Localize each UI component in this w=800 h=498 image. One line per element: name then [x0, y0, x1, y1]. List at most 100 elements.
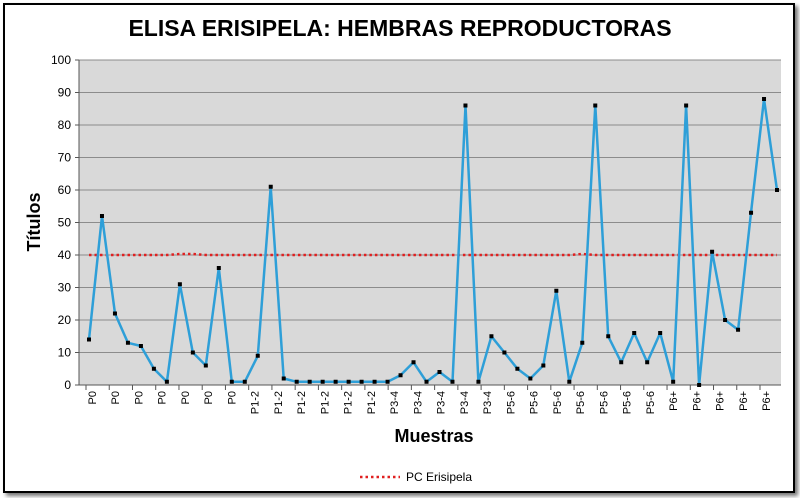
x-tick-label: P1-2: [319, 391, 331, 414]
data-point: [151, 366, 156, 371]
gridlines: [79, 59, 781, 386]
data-point: [372, 379, 377, 384]
data-point: [320, 379, 325, 384]
series-group: [87, 97, 779, 387]
x-tick-label: P0: [157, 391, 169, 404]
y-tick-label: 90: [58, 86, 72, 100]
y-tick-label: 100: [51, 53, 71, 67]
data-point: [515, 366, 520, 371]
data-point: [450, 379, 455, 384]
y-tick-label: 10: [58, 346, 72, 360]
data-point: [437, 370, 442, 374]
data-point: [736, 327, 741, 332]
x-tick-label: P5-6: [529, 391, 541, 414]
data-point: [164, 379, 169, 384]
y-tick-label: 50: [58, 216, 72, 230]
y-tick-label: 80: [58, 118, 72, 132]
y-axis-ticks: 0 10 20 30 40 50 60 70 80 90 100: [51, 53, 781, 392]
data-point: [502, 350, 507, 355]
x-tick-label: P3-4: [459, 391, 471, 414]
legend-label-pc-erisipela: PC Erisipela: [406, 470, 472, 484]
data-point: [762, 97, 767, 101]
series-line-pc-erisipela: [89, 252, 777, 257]
data-point: [112, 311, 117, 316]
x-tick-label: P0: [203, 391, 215, 404]
data-point: [281, 376, 286, 381]
data-point: [229, 379, 234, 384]
x-tick-label: P6+: [691, 391, 703, 411]
data-point: [541, 363, 546, 368]
x-axis-ticks: P0 P0 P0 P0 P0 P0 P0 P1-2 P1-2 P1-2 P1-2 P1-2 P1-2 P3…: [85, 385, 773, 414]
x-tick-label: P3-4: [436, 391, 448, 414]
data-point: [580, 340, 585, 345]
data-point: [684, 103, 689, 108]
data-point: [476, 379, 481, 384]
data-point: [307, 379, 312, 384]
data-point: [645, 360, 650, 365]
y-axis-title: Títulos: [24, 193, 44, 252]
data-point: [463, 103, 468, 108]
data-point: [424, 379, 429, 384]
x-tick-label: P0: [133, 391, 145, 404]
x-tick-label: P3-4: [482, 391, 494, 414]
series-line-titulos: [87, 97, 779, 387]
x-tick-label: P3-4: [389, 391, 401, 414]
data-point: [385, 379, 390, 384]
data-point: [723, 318, 728, 322]
x-tick-label: P1-2: [296, 391, 308, 414]
x-tick-label: P6+: [668, 391, 680, 411]
y-tick-label: 40: [58, 248, 72, 262]
data-point: [658, 331, 663, 335]
data-point: [749, 210, 754, 215]
data-point: [242, 379, 247, 384]
data-point: [671, 379, 676, 384]
data-point: [632, 331, 637, 335]
data-point: [411, 360, 416, 365]
data-point: [190, 350, 195, 355]
x-tick-label: P0: [180, 391, 192, 404]
data-point: [528, 376, 533, 381]
data-point: [125, 340, 130, 345]
data-point: [294, 379, 299, 384]
x-tick-label: P1-2: [273, 391, 285, 414]
data-point: [398, 373, 403, 378]
data-point: [359, 379, 364, 384]
data-point: [255, 353, 260, 358]
legend: PC Erisipela: [360, 470, 472, 484]
x-tick-label: P5-6: [598, 391, 610, 414]
x-tick-label: P1-2: [250, 391, 262, 414]
data-point: [87, 337, 91, 342]
data-point: [268, 184, 273, 189]
x-tick-label: P5-6: [622, 391, 634, 414]
x-tick-label: P0: [87, 391, 99, 404]
data-point: [333, 379, 338, 384]
y-tick-label: 20: [58, 313, 72, 327]
data-point: [619, 360, 624, 365]
x-tick-label: P6+: [761, 391, 773, 411]
data-point: [138, 344, 143, 348]
x-tick-label: P5-6: [505, 391, 517, 414]
x-tick-label: P1-2: [366, 391, 378, 414]
x-tick-label: P0: [110, 391, 122, 404]
data-point: [775, 188, 779, 192]
data-point: [567, 379, 572, 384]
x-tick-label: P5-6: [575, 391, 587, 414]
data-point: [697, 383, 702, 387]
y-tick-label: 0: [64, 378, 71, 392]
x-tick-label: P6+: [738, 391, 750, 411]
x-tick-label: P5-6: [645, 391, 657, 414]
data-point: [710, 249, 715, 254]
y-tick-label: 60: [58, 183, 72, 197]
y-tick-label: 70: [58, 151, 72, 165]
chart-title: ELISA ERISIPELA: HEMBRAS REPRODUCTORAS: [128, 15, 671, 41]
x-tick-label: P6+: [715, 391, 727, 411]
x-tick-label: P1-2: [343, 391, 355, 414]
x-axis-title: Muestras: [394, 426, 473, 446]
y-tick-label: 30: [58, 281, 72, 295]
x-tick-label: P0: [226, 391, 238, 404]
data-point: [216, 266, 221, 270]
data-point: [593, 103, 598, 108]
data-point: [489, 334, 494, 339]
data-point: [99, 214, 104, 218]
